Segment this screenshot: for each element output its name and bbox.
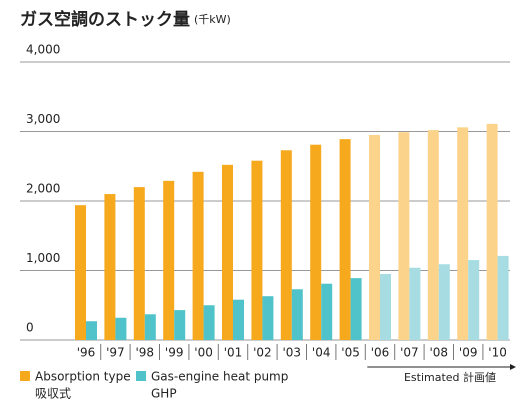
legend-swatch: [136, 371, 146, 381]
bar: [369, 134, 380, 340]
x-tick-label: '06: [371, 346, 390, 360]
bar: [233, 299, 244, 340]
bar: [280, 150, 292, 340]
bar: [380, 273, 391, 340]
bar: [86, 321, 97, 340]
bar: [409, 267, 421, 340]
bar: [144, 314, 156, 340]
x-tick-label: '08: [430, 346, 449, 360]
legend-label: Absorption type: [35, 370, 131, 384]
estimated-label: Estimated 計画値: [404, 370, 496, 384]
bar: [222, 164, 233, 340]
x-tick-label: '98: [136, 346, 155, 360]
bar: [192, 171, 204, 340]
x-tick-label: '07: [400, 346, 419, 360]
x-tick-label: '04: [312, 346, 331, 360]
x-tick-label: '96: [77, 346, 96, 360]
estimated-arrow-head: [510, 364, 516, 370]
y-tick-label: 3,000: [26, 112, 60, 126]
bar: [115, 317, 127, 340]
bar: [468, 260, 480, 340]
bar: [486, 123, 498, 340]
x-tick-label: '97: [106, 346, 125, 360]
bar: [251, 160, 263, 340]
bar: [398, 132, 410, 340]
legend-swatch: [20, 371, 30, 381]
bar: [339, 139, 351, 340]
legend-label: Gas-engine heat pump: [151, 370, 288, 384]
y-tick-label: 2,000: [26, 182, 60, 196]
x-tick-label: '02: [253, 346, 272, 360]
bar: [104, 194, 116, 340]
x-tick-label: '05: [341, 346, 360, 360]
x-tick-label: '10: [488, 346, 507, 360]
bar: [75, 205, 86, 340]
bar: [427, 130, 439, 340]
bar: [438, 264, 450, 340]
x-tick-label: '00: [194, 346, 213, 360]
bar: [310, 144, 322, 340]
chart-title: ガス空調のストック量 (千kW): [20, 9, 231, 30]
bar: [291, 289, 303, 340]
bar: [203, 305, 215, 340]
x-tick-label: '09: [459, 346, 478, 360]
y-tick-label: 4,000: [26, 43, 60, 57]
x-tick-label: '03: [283, 346, 302, 360]
bar: [133, 187, 145, 340]
bar: [163, 180, 175, 340]
x-tick-label: '99: [165, 346, 184, 360]
y-tick-label: 1,000: [26, 251, 60, 265]
y-tick-label: 0: [26, 321, 34, 335]
legend-label-ja: GHP: [151, 387, 177, 401]
bar: [174, 310, 186, 340]
bar: [497, 255, 509, 340]
bar: [350, 278, 362, 340]
bar: [321, 283, 333, 340]
legend-label-ja: 吸収式: [35, 387, 71, 401]
x-tick-label: '01: [224, 346, 243, 360]
bar: [457, 127, 469, 340]
bar: [262, 296, 274, 340]
